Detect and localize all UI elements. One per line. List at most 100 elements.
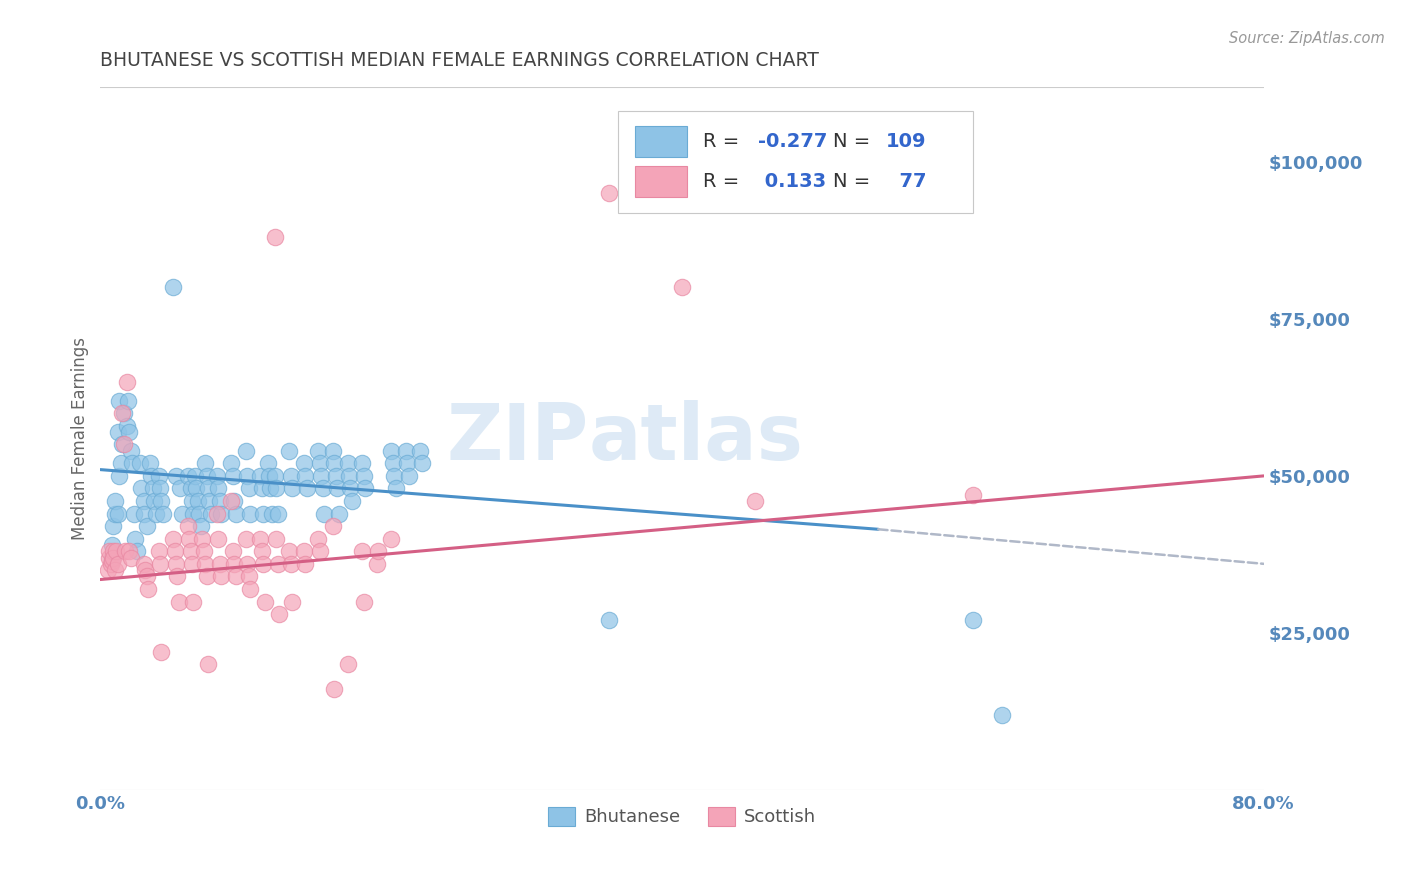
Point — [104, 507, 127, 521]
Point — [209, 569, 232, 583]
Text: 0.133: 0.133 — [758, 172, 825, 191]
Point — [322, 519, 344, 533]
Point — [367, 544, 389, 558]
Point — [309, 456, 332, 470]
Point — [280, 469, 302, 483]
Point — [135, 519, 157, 533]
Point — [181, 557, 204, 571]
Point — [187, 494, 209, 508]
Point — [221, 544, 243, 558]
Point — [179, 544, 201, 558]
Point — [132, 557, 155, 571]
Point — [112, 437, 135, 451]
Point — [219, 456, 242, 470]
Point — [309, 544, 332, 558]
Point — [121, 456, 143, 470]
Point — [177, 532, 200, 546]
Point — [198, 494, 221, 508]
Point — [112, 406, 135, 420]
Point — [115, 375, 138, 389]
Point — [135, 569, 157, 583]
Point — [312, 482, 335, 496]
Point — [250, 544, 273, 558]
Point — [98, 550, 121, 565]
Point — [326, 482, 349, 496]
Point — [308, 443, 330, 458]
Point — [292, 544, 315, 558]
Point — [132, 507, 155, 521]
Point — [194, 456, 217, 470]
Point — [337, 469, 360, 483]
Point — [225, 569, 247, 583]
Point — [236, 469, 259, 483]
Point — [166, 569, 188, 583]
Point — [380, 532, 402, 546]
Point — [311, 469, 333, 483]
Point — [384, 482, 406, 496]
Point — [107, 557, 129, 571]
Point — [114, 544, 136, 558]
Point — [107, 425, 129, 439]
FancyBboxPatch shape — [636, 166, 686, 197]
Point — [294, 469, 316, 483]
Text: Source: ZipAtlas.com: Source: ZipAtlas.com — [1229, 31, 1385, 46]
Point — [260, 507, 283, 521]
Point — [278, 544, 301, 558]
Point — [142, 482, 165, 496]
Point — [111, 437, 134, 451]
Point — [98, 544, 121, 558]
Point — [163, 544, 186, 558]
Text: atlas: atlas — [589, 401, 804, 476]
Point — [141, 469, 163, 483]
Point — [962, 613, 984, 627]
Point — [671, 280, 693, 294]
Point — [197, 482, 219, 496]
Point — [991, 707, 1014, 722]
Point — [122, 507, 145, 521]
Point — [115, 418, 138, 433]
Point — [139, 456, 162, 470]
Point — [224, 557, 246, 571]
Point — [411, 456, 433, 470]
Point — [323, 682, 346, 697]
Point — [323, 456, 346, 470]
Point — [190, 519, 212, 533]
Point — [125, 544, 148, 558]
Point — [336, 456, 359, 470]
Point — [152, 507, 174, 521]
Point — [188, 507, 211, 521]
Point — [208, 557, 231, 571]
Point — [149, 557, 172, 571]
Point — [97, 563, 120, 577]
FancyBboxPatch shape — [619, 112, 973, 213]
Point — [195, 569, 218, 583]
Point — [598, 186, 620, 201]
Point — [263, 469, 285, 483]
Point — [110, 456, 132, 470]
Point — [235, 443, 257, 458]
Point — [336, 657, 359, 672]
Point — [263, 230, 285, 244]
Text: N =: N = — [834, 172, 877, 191]
FancyBboxPatch shape — [636, 126, 686, 157]
Point — [103, 519, 125, 533]
Text: R =: R = — [703, 172, 745, 191]
Point — [165, 557, 187, 571]
Point — [150, 645, 173, 659]
Point — [340, 494, 363, 508]
Point — [101, 538, 124, 552]
Point — [239, 582, 262, 596]
Point — [194, 557, 217, 571]
Point — [143, 494, 166, 508]
Point — [267, 507, 290, 521]
Text: 109: 109 — [886, 132, 927, 151]
Point — [103, 550, 125, 565]
Text: N =: N = — [834, 132, 877, 151]
Point — [128, 456, 150, 470]
Point — [382, 469, 405, 483]
Point — [249, 469, 271, 483]
Point — [179, 482, 201, 496]
Point — [396, 456, 419, 470]
Point — [235, 532, 257, 546]
Point — [184, 469, 207, 483]
